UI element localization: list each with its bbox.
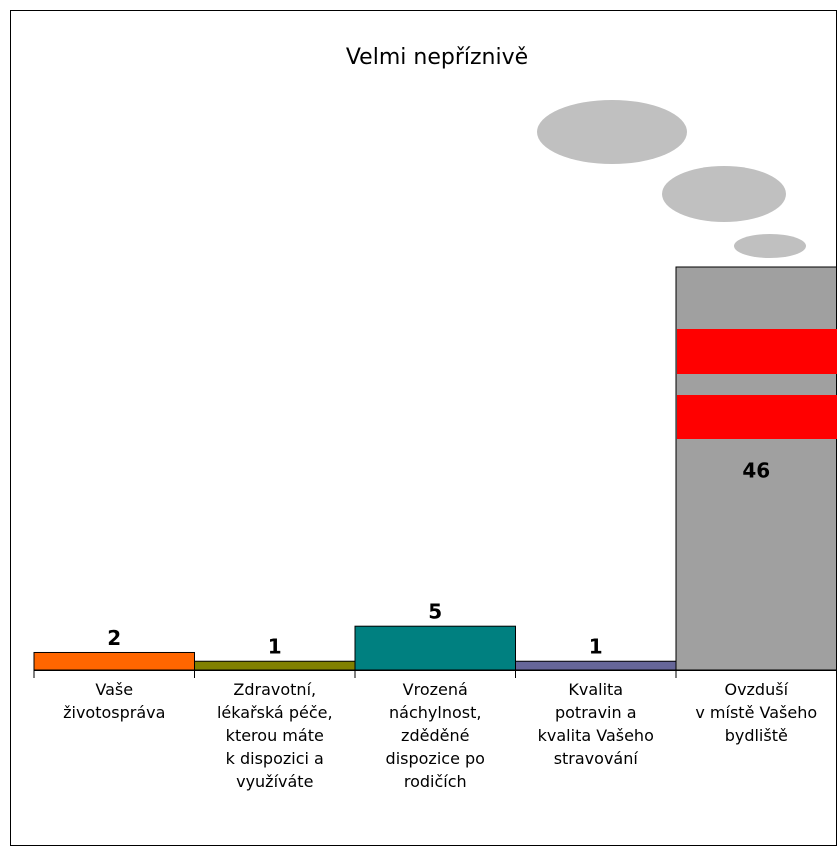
x-tick-label: Ovzduší v místě Vašeho bydliště [676, 678, 836, 747]
cloud [734, 234, 806, 258]
x-tick-label: Vaše životospráva [34, 678, 194, 724]
cloud [662, 166, 786, 222]
data-label: 5 [428, 600, 442, 624]
bar [516, 661, 677, 670]
bar [195, 661, 356, 670]
chart-title: Velmi nepříznivě [346, 45, 528, 70]
x-tick-label: Kvalita potravin a kvalita Vašeho stravo… [516, 678, 676, 770]
data-label: 1 [268, 635, 282, 659]
x-tick-label: Zdravotní, lékařská péče, kterou máte k … [195, 678, 355, 793]
chart-page: Velmi nepříznivě 2 1 5 1 46 Vaše životospráv… [0, 0, 837, 856]
bar [34, 652, 195, 670]
stripe [677, 395, 837, 439]
bar [355, 626, 516, 670]
data-label: 46 [742, 459, 770, 483]
data-label: 2 [107, 626, 121, 650]
stripe [677, 329, 837, 374]
data-label: 1 [589, 635, 603, 659]
x-tick-label: Vrozená náchylnost, zděděné dispozice po… [355, 678, 515, 793]
cloud [537, 100, 687, 164]
